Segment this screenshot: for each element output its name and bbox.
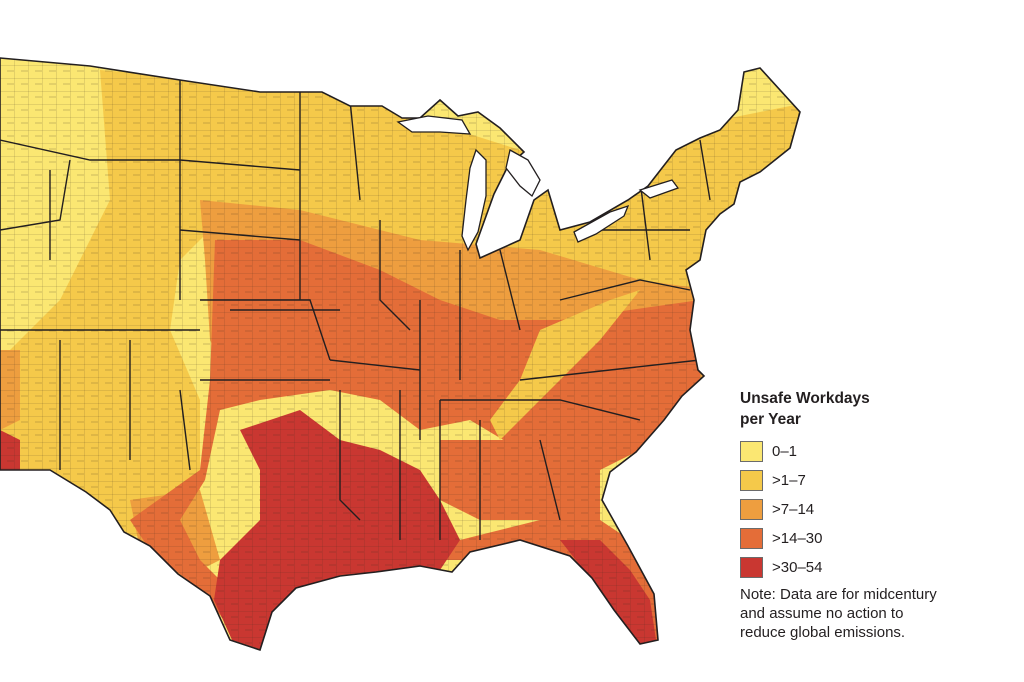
legend-swatch — [740, 499, 763, 520]
legend-note: Note: Data are for midcentury and assume… — [740, 585, 1020, 642]
legend-swatch — [740, 557, 763, 578]
legend-note-line3: reduce global emissions. — [740, 624, 906, 641]
great-lakes — [396, 115, 680, 252]
heat-regions — [0, 58, 800, 650]
legend-item: >7–14 — [740, 498, 1020, 521]
legend-title: Unsafe Workdays per Year — [740, 388, 1020, 430]
lake-huron — [505, 149, 541, 198]
legend-title-line1: Unsafe Workdays — [740, 390, 870, 407]
legend-item: 0–1 — [740, 440, 1020, 463]
legend-label: >30–54 — [772, 559, 823, 576]
legend-item: >30–54 — [740, 556, 1020, 579]
legend-title-line2: per Year — [740, 411, 801, 428]
legend: Unsafe Workdays per Year 0–1 >1–7 >7–14 >14… — [740, 388, 1020, 642]
state-borders — [0, 80, 711, 540]
legend-swatch — [740, 470, 763, 491]
legend-label: >14–30 — [772, 530, 823, 547]
legend-label: >1–7 — [772, 472, 806, 489]
lake-superior — [396, 115, 472, 135]
legend-swatch — [740, 441, 763, 462]
legend-swatch — [740, 528, 763, 549]
lake-michigan — [461, 148, 487, 252]
legend-item: >1–7 — [740, 469, 1020, 492]
legend-item: >14–30 — [740, 527, 1020, 550]
legend-label: 0–1 — [772, 443, 798, 460]
legend-label: >7–14 — [772, 501, 815, 518]
legend-items: 0–1 >1–7 >7–14 >14–30 >30–54 — [740, 440, 1020, 579]
legend-note-line2: and assume no action to — [740, 605, 904, 622]
lake-erie — [573, 204, 630, 243]
lake-ontario — [638, 179, 680, 199]
legend-note-line1: Note: Data are for midcentury — [740, 586, 937, 603]
